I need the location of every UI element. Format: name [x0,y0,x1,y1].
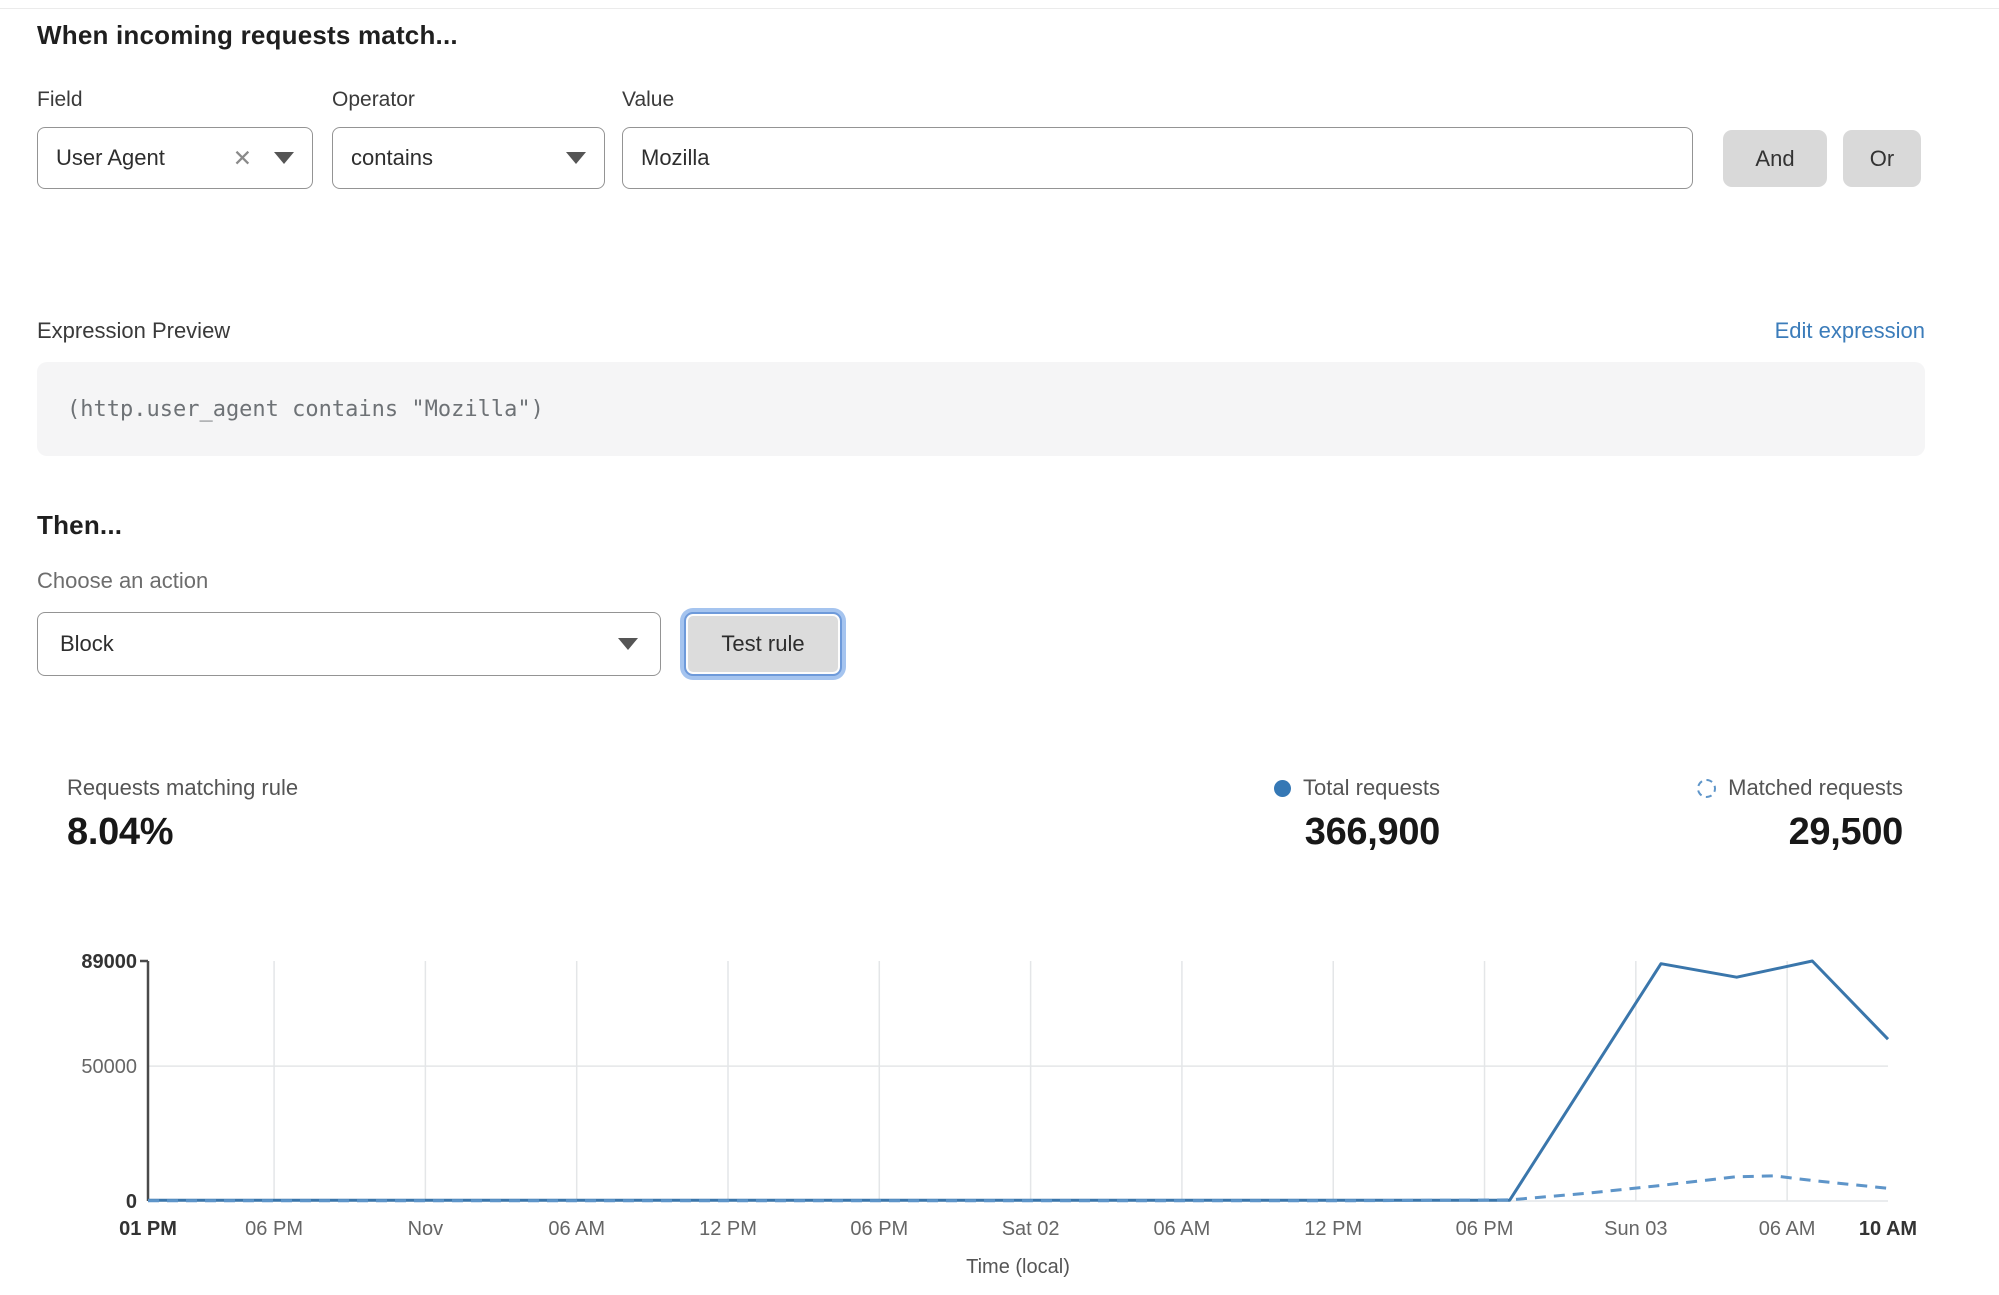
x-tick-label: 06 PM [850,1218,908,1240]
stat-matched-requests: Matched requests 29,500 [1697,775,1903,854]
x-tick-label: 06 PM [245,1218,303,1240]
requests-chart: 89000 50000 0 01 PM 06 PM Nov 06 AM 12 PM 06 PM S… [81,951,1917,1278]
matched-requests-dashed-circle-icon [1697,778,1717,798]
total-requests-line [148,959,1890,1202]
expression-preview-box: (http.user_agent contains "Mozilla") [37,362,1925,456]
chevron-down-icon [566,152,586,164]
then-heading: Then... [37,510,123,540]
action-select[interactable]: Block [37,612,661,676]
stat-matched-label: Matched requests [1728,775,1903,800]
test-rule-button[interactable]: Test rule [684,612,842,676]
operator-select[interactable]: contains [332,127,605,189]
value-input[interactable] [623,128,1692,188]
stat-matching-value: 8.04% [67,811,174,853]
value-label: Value [622,88,675,111]
y-tick-label: 89000 [81,951,137,973]
or-button[interactable]: Or [1843,130,1921,187]
x-tick-label: 12 PM [699,1218,757,1240]
chevron-down-icon [618,638,638,650]
x-tick-label: 06 PM [1456,1218,1514,1240]
matched-requests-line [148,1174,1889,1203]
stat-total-value: 366,900 [1304,811,1441,853]
x-tick-label: 01 PM [119,1218,177,1240]
chevron-down-icon [274,152,294,164]
match-heading: When incoming requests match... [37,20,458,50]
field-select[interactable]: User Agent ✕ [37,127,313,189]
field-label: Field [37,88,83,111]
expression-preview-label: Expression Preview [37,318,231,343]
x-tick-label: 10 AM [1859,1218,1917,1240]
operator-select-value: contains [351,145,433,170]
close-icon[interactable]: ✕ [232,144,252,171]
y-tick-label: 50000 [81,1056,137,1078]
x-tick-label: 06 AM [548,1218,605,1240]
requests-chart-container: 89000 50000 0 01 PM 06 PM Nov 06 AM 12 PM 06 PM S… [0,928,1999,1295]
edit-expression-link[interactable]: Edit expression [1774,318,1925,343]
x-tick-label: 06 AM [1759,1218,1816,1240]
and-button[interactable]: And [1723,130,1827,187]
top-divider [0,8,1999,9]
x-axis-title: Time (local) [966,1256,1070,1278]
choose-action-label: Choose an action [37,568,209,593]
field-select-value: User Agent [56,145,165,170]
operator-label: Operator [332,88,415,111]
expression-code: (http.user_agent contains "Mozilla") [67,396,544,422]
x-tick-label: 12 PM [1304,1218,1362,1240]
stat-total-label: Total requests [1303,775,1440,800]
stat-matched-value: 29,500 [1788,811,1904,853]
total-requests-dot-icon [1274,779,1292,797]
x-tick-label: 06 AM [1154,1218,1211,1240]
value-input-wrap [622,127,1693,189]
x-tick-label: Sun 03 [1604,1218,1667,1240]
stat-matching-rule: Requests matching rule 8.04% [67,775,298,854]
stat-total-requests: Total requests 366,900 [1274,775,1440,854]
legend-total-requests[interactable]: Total requests [1274,775,1440,801]
x-tick-label: Sat 02 [1002,1218,1060,1240]
y-tick-label: 0 [126,1191,137,1213]
x-tick-label: Nov [408,1218,444,1240]
action-select-value: Block [60,631,114,656]
stat-matching-label: Requests matching rule [67,775,299,800]
legend-matched-requests[interactable]: Matched requests [1697,775,1903,801]
